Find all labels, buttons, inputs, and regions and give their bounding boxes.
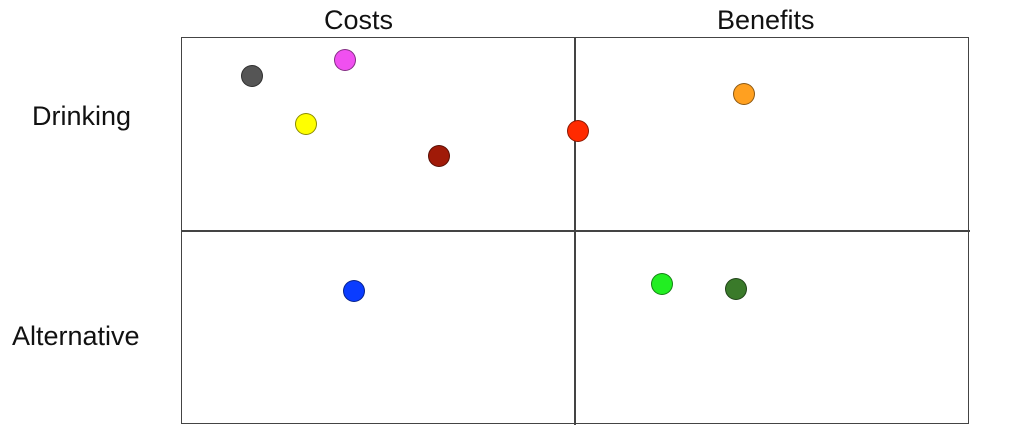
dot-marker — [241, 65, 263, 87]
row-header-drinking: Drinking — [32, 101, 132, 131]
dot-marker — [295, 113, 317, 135]
row-header-alternative: Alternative — [12, 321, 140, 351]
dot-marker — [343, 280, 365, 302]
column-header-benefits: Benefits — [717, 5, 815, 35]
dot-marker — [651, 273, 673, 295]
dot-marker — [428, 145, 450, 167]
dot-marker — [334, 49, 356, 71]
column-header-costs: Costs — [324, 5, 394, 35]
dot-marker — [725, 278, 747, 300]
dot-marker — [567, 120, 589, 142]
horizontal-divider — [181, 230, 970, 232]
dot-marker — [733, 83, 755, 105]
